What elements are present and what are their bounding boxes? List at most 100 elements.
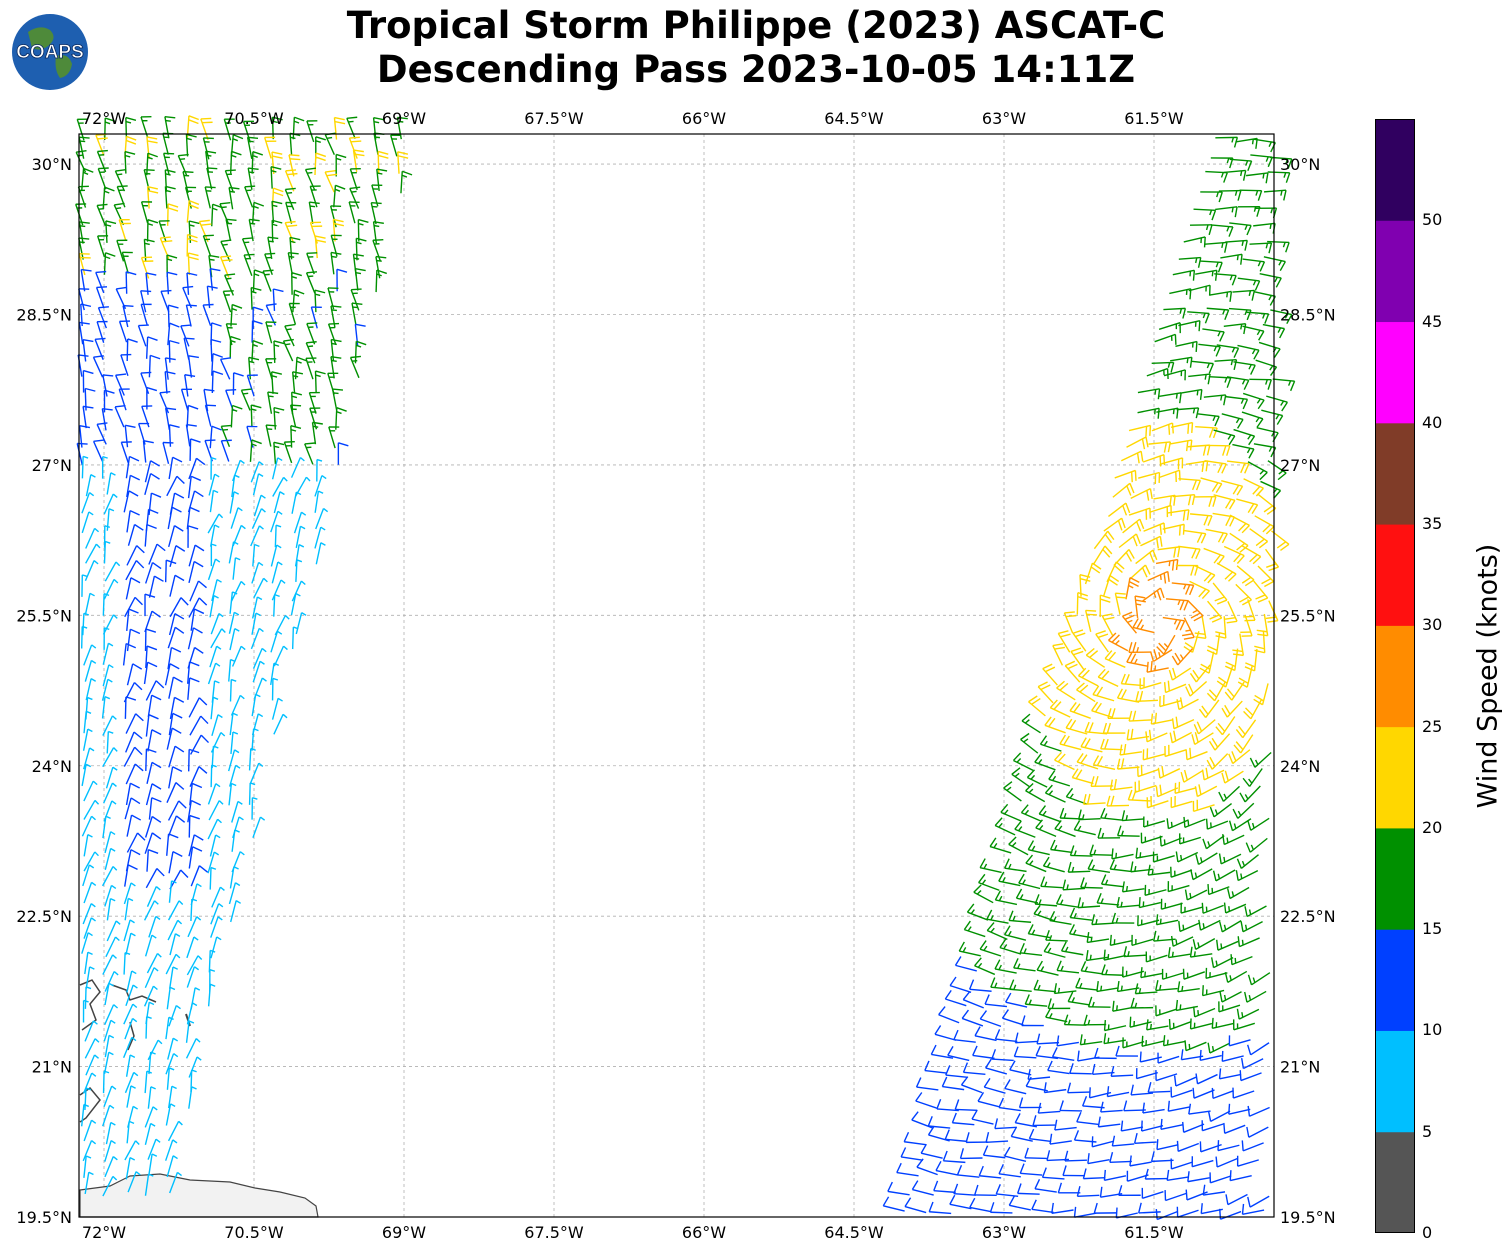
colorbar-segment — [1375, 1131, 1415, 1233]
wind-barb — [159, 236, 173, 259]
wind-barb — [148, 492, 162, 516]
wind-barb — [272, 288, 284, 311]
wind-barb — [82, 1139, 97, 1162]
wind-barb — [1236, 498, 1259, 515]
wind-barb — [1156, 1139, 1179, 1151]
wind-barb — [101, 678, 113, 701]
wind-barb — [220, 424, 232, 448]
wind-barb — [1154, 333, 1177, 345]
wind-barb — [83, 780, 98, 802]
wind-barb — [1235, 137, 1258, 149]
wind-barb — [80, 268, 92, 292]
wind-barb — [330, 251, 342, 275]
wind-barb — [304, 442, 316, 465]
island-coast-2 — [111, 984, 157, 1003]
wind-barb — [210, 457, 217, 480]
wind-barb — [84, 560, 99, 582]
colorbar-tick-label: 15 — [1422, 919, 1443, 939]
wind-barb — [1225, 1193, 1248, 1206]
wind-barb — [1167, 1100, 1191, 1112]
wind-barb — [1221, 480, 1244, 496]
wind-barb — [1267, 460, 1287, 481]
wind-barb — [1069, 1063, 1092, 1075]
wind-barb — [113, 202, 125, 226]
wind-barb — [101, 455, 108, 479]
wind-barb — [84, 592, 95, 615]
wind-barb — [1165, 598, 1189, 611]
wind-barb — [120, 441, 132, 464]
wind-barb — [1114, 592, 1127, 615]
wind-barb — [982, 1145, 1006, 1159]
wind-barb — [1226, 886, 1250, 900]
wind-barb — [1145, 729, 1168, 743]
wind-barb — [243, 253, 255, 276]
wind-barb — [1229, 1170, 1252, 1182]
wind-barb — [1158, 322, 1181, 334]
wind-barb — [1067, 1082, 1090, 1094]
colorbar-segment — [1375, 422, 1415, 525]
wind-barb — [102, 664, 114, 687]
wind-barb — [105, 766, 118, 789]
wind-barb — [346, 116, 358, 139]
wind-barb — [167, 800, 187, 821]
wind-barb — [284, 169, 298, 192]
wind-barb — [1163, 369, 1186, 381]
wind-barb — [187, 661, 200, 684]
wind-barb — [104, 831, 116, 854]
wind-barb — [164, 185, 176, 209]
wind-barb — [82, 369, 94, 393]
wind-barb — [82, 612, 90, 636]
wind-barb — [144, 593, 156, 617]
wind-barb — [1038, 805, 1061, 823]
wind-barb — [124, 135, 137, 159]
wind-barb — [231, 800, 243, 823]
wind-barb — [1178, 256, 1202, 268]
wind-barb — [1120, 1120, 1144, 1132]
wind-barb — [1056, 680, 1076, 701]
wind-barb — [125, 116, 137, 140]
wind-barb — [1040, 876, 1063, 889]
wind-barb — [1141, 1035, 1164, 1047]
wind-barb — [251, 796, 258, 820]
wind-barb — [198, 219, 212, 243]
wind-barb — [294, 356, 308, 380]
wind-barb — [83, 1155, 92, 1178]
wind-barb — [1247, 461, 1268, 481]
wind-barb — [1215, 136, 1239, 148]
wind-barb — [1221, 1050, 1244, 1063]
wind-barb — [125, 1157, 136, 1180]
wind-barb — [211, 578, 222, 602]
wind-barb — [1128, 642, 1151, 653]
wind-barb — [1032, 1115, 1056, 1127]
wind-barb — [207, 983, 216, 1007]
colorbar-segment — [1375, 1030, 1415, 1133]
wind-barb — [942, 1150, 966, 1164]
wind-barb — [1183, 816, 1206, 829]
wind-barb — [1093, 530, 1115, 550]
wind-barb — [1200, 477, 1223, 493]
wind-barb — [140, 116, 152, 139]
wind-barb — [1185, 681, 1208, 697]
wind-barb — [114, 169, 126, 192]
colorbar-tick-label: 5 — [1422, 1121, 1433, 1141]
wind-barb — [1207, 1110, 1231, 1123]
wind-barb — [1049, 699, 1071, 718]
wind-barb — [249, 439, 262, 462]
wind-barb — [1112, 1000, 1135, 1012]
wind-barb — [1202, 1184, 1226, 1196]
wind-barb — [1249, 242, 1273, 254]
wind-barb — [1059, 1100, 1083, 1112]
wind-barb — [1212, 512, 1235, 527]
wind-barb — [1054, 819, 1076, 838]
lon-tick-label: 64.5°W — [824, 109, 884, 128]
wind-barb — [1218, 1001, 1241, 1013]
wind-barb — [1183, 529, 1207, 544]
wind-barb — [290, 456, 305, 478]
wind-barb — [1100, 807, 1123, 821]
wind-barb — [1020, 804, 1042, 823]
wind-barb — [1089, 844, 1113, 856]
wind-barb — [144, 815, 162, 838]
wind-barb — [165, 407, 177, 430]
wind-barb — [144, 472, 160, 495]
wind-barb — [250, 404, 262, 428]
